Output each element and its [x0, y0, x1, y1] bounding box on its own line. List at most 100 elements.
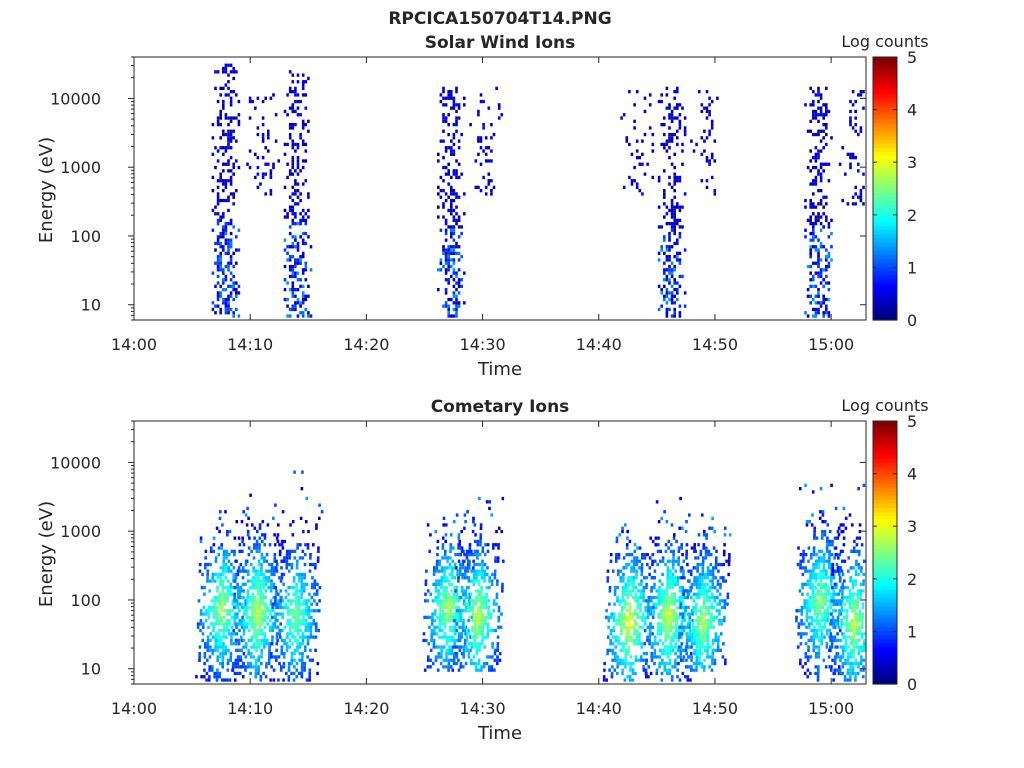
- heatmap-cell: [444, 96, 448, 100]
- heatmap-cell: [673, 212, 676, 216]
- heatmap-cell: [284, 602, 287, 606]
- colorbar-segment: [873, 241, 897, 247]
- heatmap-cell: [673, 595, 677, 600]
- heatmap-cell: [622, 579, 625, 583]
- heatmap-cell: [817, 156, 820, 160]
- heatmap-cell: [288, 628, 292, 633]
- heatmap-cell: [225, 635, 228, 639]
- heatmap-cell: [275, 635, 279, 639]
- heatmap-cell: [680, 622, 684, 626]
- heatmap-cell: [261, 539, 264, 544]
- heatmap-cell: [837, 625, 841, 629]
- heatmap-cell: [635, 556, 639, 560]
- heatmap-cell: [257, 645, 261, 649]
- heatmap-cell: [687, 655, 691, 659]
- heatmap-cell: [814, 116, 818, 120]
- heatmap-cell: [845, 628, 848, 633]
- heatmap-cell: [632, 576, 636, 580]
- heatmap-cell: [700, 609, 703, 613]
- heatmap-cell: [680, 546, 683, 550]
- heatmap-cell: [493, 668, 496, 672]
- heatmap-cell: [832, 619, 836, 623]
- heatmap-cell: [222, 268, 225, 272]
- heatmap-cell: [679, 569, 683, 573]
- heatmap-cell: [221, 592, 224, 596]
- heatmap-cell: [308, 569, 312, 573]
- heatmap-cell: [820, 642, 823, 646]
- heatmap-cell: [290, 652, 294, 656]
- heatmap-cell: [678, 119, 682, 123]
- heatmap-cell: [424, 582, 428, 586]
- heatmap-cell: [467, 579, 471, 583]
- heatmap-cell: [861, 602, 865, 606]
- heatmap-cell: [301, 311, 305, 315]
- heatmap-cell: [280, 599, 283, 603]
- heatmap-cell: [290, 671, 293, 676]
- heatmap-cell: [804, 198, 807, 203]
- heatmap-cell: [494, 556, 497, 560]
- heatmap-cell: [644, 605, 647, 610]
- heatmap-cell: [303, 648, 307, 652]
- heatmap-cell: [294, 605, 298, 610]
- heatmap-cell: [725, 559, 728, 563]
- heatmap-cell: [310, 602, 313, 606]
- heatmap-cell: [655, 500, 659, 504]
- heatmap-cell: [678, 123, 682, 127]
- heatmap-cell: [822, 225, 825, 229]
- heatmap-cell: [271, 615, 274, 619]
- heatmap-cell: [214, 642, 217, 646]
- heatmap-cell: [721, 579, 725, 583]
- heatmap-cell: [200, 675, 203, 679]
- heatmap-cell: [457, 638, 461, 643]
- heatmap-cell: [705, 536, 708, 540]
- heatmap-cell: [457, 225, 461, 229]
- heatmap-cell: [251, 523, 254, 527]
- colorbar-segment: [873, 122, 897, 128]
- heatmap-cell: [461, 625, 465, 629]
- heatmap-cell: [246, 592, 249, 596]
- heatmap-cell: [825, 281, 828, 285]
- heatmap-cell: [701, 632, 705, 636]
- heatmap-cell: [291, 73, 295, 77]
- heatmap-cell: [610, 612, 613, 616]
- heatmap-cell: [484, 543, 487, 547]
- heatmap-cell: [294, 294, 297, 298]
- heatmap-cell: [222, 642, 225, 646]
- heatmap-cell: [219, 136, 222, 140]
- heatmap-cell: [857, 93, 860, 97]
- heatmap-cell: [699, 632, 702, 636]
- heatmap-cell: [812, 572, 815, 577]
- heatmap-cell: [288, 307, 292, 312]
- heatmap-cell: [479, 533, 483, 537]
- heatmap-cell: [817, 311, 820, 315]
- heatmap-cell: [615, 619, 618, 623]
- heatmap-cell: [491, 572, 494, 577]
- heatmap-cell: [430, 635, 433, 639]
- heatmap-cell: [816, 599, 820, 603]
- heatmap-cell: [211, 576, 215, 580]
- heatmap-cell: [826, 609, 830, 613]
- heatmap-cell: [487, 668, 491, 672]
- heatmap-cell: [669, 572, 672, 577]
- heatmap-cell: [678, 208, 682, 213]
- heatmap-cell: [256, 126, 260, 130]
- heatmap-cell: [457, 599, 461, 603]
- heatmap-cell: [799, 642, 803, 646]
- heatmap-cell: [248, 599, 252, 603]
- heatmap-cell: [697, 609, 700, 613]
- heatmap-cell: [668, 222, 671, 226]
- heatmap-cell: [689, 619, 692, 623]
- heatmap-cell: [241, 549, 244, 553]
- heatmap-cell: [299, 619, 303, 623]
- heatmap-cell: [447, 668, 450, 672]
- heatmap-cell: [834, 638, 838, 643]
- heatmap-cell: [831, 609, 835, 613]
- heatmap-cell: [301, 215, 305, 219]
- heatmap-cell: [670, 523, 674, 527]
- heatmap-cell: [718, 599, 722, 603]
- heatmap-cell: [248, 628, 251, 633]
- heatmap-cell: [227, 579, 230, 583]
- heatmap-cell: [614, 638, 618, 643]
- heatmap-cell: [450, 274, 453, 279]
- heatmap-cell: [497, 543, 500, 547]
